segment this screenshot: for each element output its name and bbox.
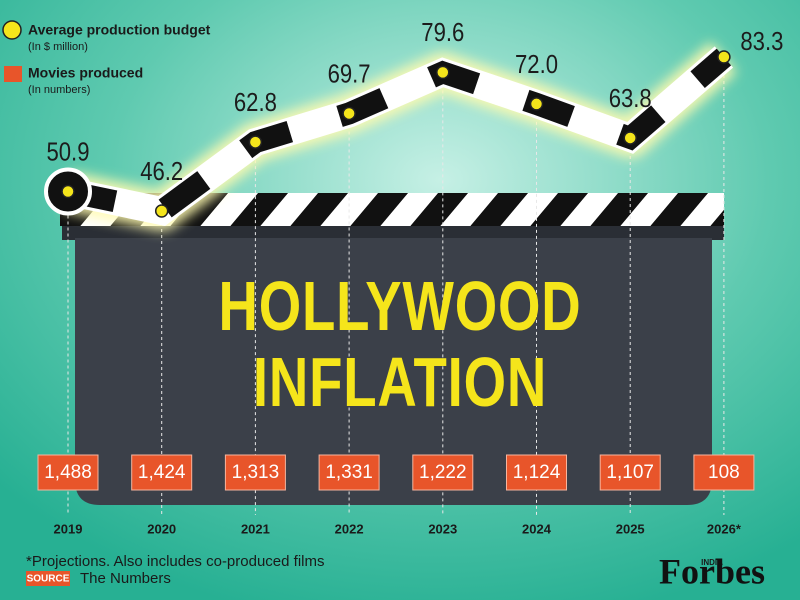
count-label: 1,313 — [232, 462, 280, 483]
count-box — [693, 454, 755, 491]
count-label: 108 — [708, 462, 740, 483]
chart-title: HOLLYWOOD INFLATION — [218, 267, 582, 421]
count-box — [37, 454, 99, 491]
value-label: 46.2 — [140, 157, 183, 186]
point — [623, 131, 637, 145]
count-box — [506, 454, 567, 491]
value-label: 72.0 — [515, 50, 558, 79]
point — [717, 50, 731, 64]
count-box — [412, 454, 474, 491]
point — [248, 135, 263, 149]
x-tick-label: 2019 — [54, 521, 83, 536]
value-label: 69.7 — [328, 60, 371, 89]
point — [436, 65, 450, 80]
footnote: *Projections. Also includes co-produced … — [26, 553, 324, 570]
count-label: 1,124 — [513, 462, 561, 483]
x-tick-label: 2024 — [522, 521, 552, 536]
source: The Numbers — [80, 570, 171, 587]
clapper-edge — [62, 226, 724, 240]
x-tick-label: 2021 — [241, 521, 270, 536]
value-label: 83.3 — [740, 27, 783, 56]
x-tick-label: 2023 — [428, 521, 457, 536]
legend-unit: (In numbers) — [28, 84, 90, 96]
legend-marker — [4, 66, 22, 82]
value-label: 50.9 — [47, 138, 90, 167]
count-label: 1,222 — [419, 462, 467, 483]
x-tick-label: 2026* — [707, 521, 742, 536]
count-label: 1,331 — [325, 462, 373, 483]
count-box — [318, 454, 380, 491]
clapper-body — [75, 238, 712, 505]
source-badge — [26, 571, 70, 586]
count-box — [224, 454, 286, 491]
point — [342, 106, 356, 121]
value-label: 79.6 — [421, 19, 464, 48]
point — [61, 184, 75, 199]
point — [529, 97, 544, 111]
brand: Forbes — [659, 551, 765, 591]
legend-unit: (In $ million) — [28, 41, 88, 53]
count-label: 1,107 — [606, 462, 654, 483]
x-tick-label: 2022 — [335, 521, 364, 536]
count-box — [131, 454, 193, 491]
point — [154, 204, 169, 218]
x-tick-label: 2020 — [147, 521, 176, 536]
x-tick-label: 2025 — [616, 521, 645, 536]
count-box — [599, 454, 661, 491]
line-stripes — [65, 48, 732, 223]
value-label: 62.8 — [234, 88, 277, 117]
legend-label: Average production budget — [28, 22, 211, 38]
legend-label: Movies produced — [28, 65, 143, 81]
brand-edition: INDIA — [701, 558, 723, 567]
count-label: 1,424 — [138, 462, 186, 483]
count-label: 1,488 — [44, 462, 92, 483]
legend-marker — [2, 20, 22, 40]
source-label: SOURCE — [27, 574, 70, 585]
value-label: 63.8 — [609, 84, 652, 113]
